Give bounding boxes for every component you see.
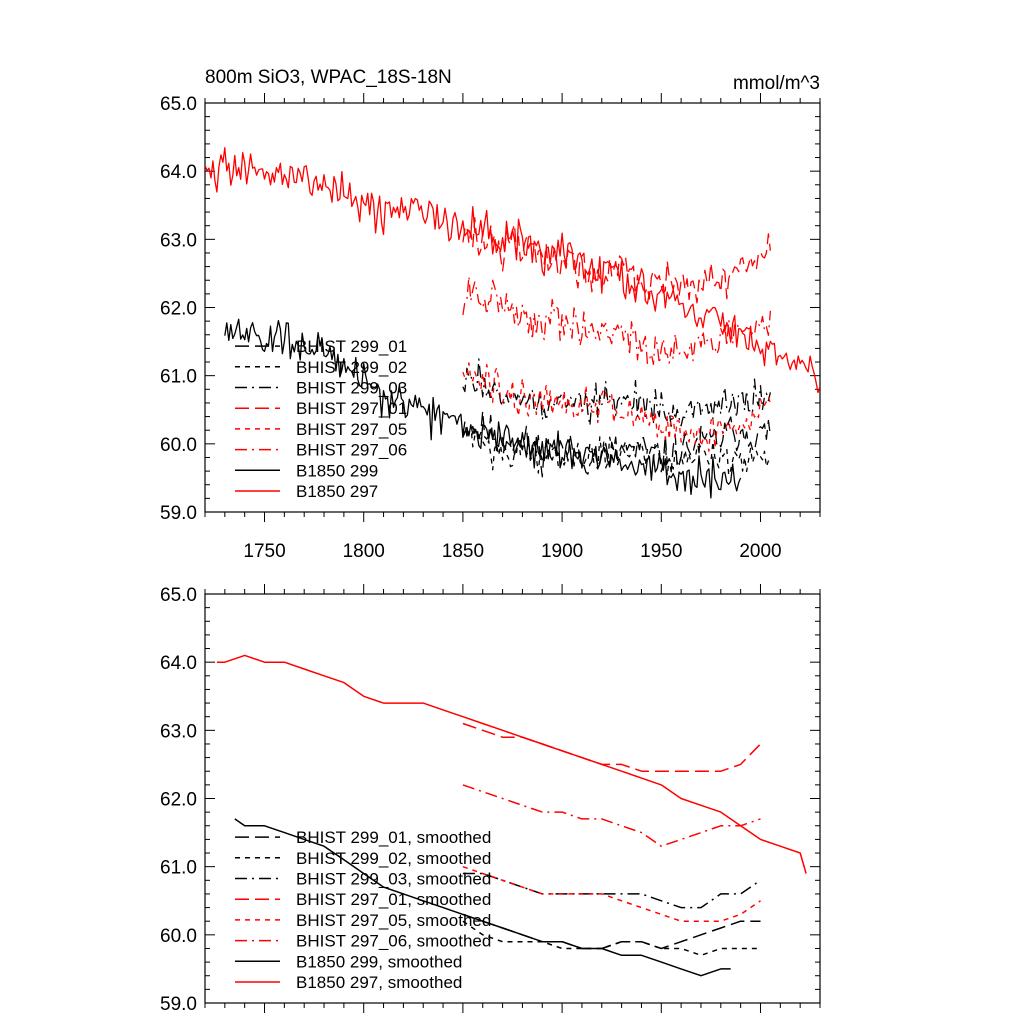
- chart-units: mmol/m^3: [733, 73, 820, 94]
- series-group: [205, 147, 820, 499]
- series-line-b1850-297-smoothed: [216, 654, 807, 874]
- top-panel: 59.0 60.0 61.0 62.0 63.0 64.0 65.0 1750 1800 1850…: [160, 67, 821, 562]
- legend-label: B1850 297: [296, 482, 378, 501]
- legend-label: BHIST 297_05: [296, 420, 407, 439]
- y-tick-label: 62.0: [160, 790, 197, 811]
- y-tick-label: 65.0: [160, 585, 197, 606]
- y-tick-label: 61.0: [160, 858, 197, 879]
- series-line-bhist-297-06: [462, 275, 772, 365]
- series-line-bhist-297-01: [462, 217, 772, 304]
- x-tick-label: 2000: [739, 541, 781, 562]
- series-group: [216, 654, 807, 977]
- legend-label: B1850 297, smoothed: [296, 973, 462, 992]
- legend-label: BHIST 299_01: [296, 337, 407, 356]
- bottom-panel: 59.0 60.0 61.0 62.0 63.0 64.0 65.0 BHIST 299_01…: [160, 584, 821, 1015]
- y-tick-label: 64.0: [160, 653, 197, 674]
- series-line-bhist-299-03: [462, 358, 772, 427]
- y-tick-label: 63.0: [160, 230, 197, 251]
- legend-label: BHIST 299_01, smoothed: [296, 828, 491, 847]
- series-line-bhist-297-01-smoothed: [462, 722, 762, 772]
- legend-label: BHIST 297_01, smoothed: [296, 890, 491, 909]
- x-tick-label: 1850: [442, 541, 484, 562]
- legend-label: BHIST 299_03, smoothed: [296, 870, 491, 889]
- y-tick-label: 60.0: [160, 435, 197, 456]
- x-tick-label: 1800: [343, 541, 385, 562]
- legend-label: BHIST 297_06, smoothed: [296, 932, 491, 951]
- y-tick-label: 61.0: [160, 367, 197, 388]
- legend-label: BHIST 299_03: [296, 379, 407, 398]
- series-line-bhist-297-06-smoothed: [462, 784, 761, 847]
- legend-label: B1850 299, smoothed: [296, 952, 462, 971]
- y-tick-label: 63.0: [160, 721, 197, 742]
- series-line-bhist-297-05: [462, 362, 772, 452]
- legend-label: BHIST 297_06: [296, 441, 407, 460]
- legend: BHIST 299_01, smoothed BHIST 299_02, smoo…: [235, 828, 491, 992]
- legend-label: BHIST 299_02: [296, 358, 407, 377]
- series-line-bhist-299-01: [462, 410, 772, 478]
- y-tick-label: 65.0: [160, 94, 197, 115]
- legend-label: BHIST 299_02, smoothed: [296, 849, 491, 868]
- series-line-bhist-299-01-smoothed: [462, 913, 761, 950]
- series-line-b1850-299: [224, 318, 742, 499]
- legend-label: BHIST 297_01: [296, 399, 407, 418]
- series-line-bhist-299-03-smoothed: [462, 872, 761, 909]
- y-tick-label: 59.0: [160, 994, 197, 1015]
- series-line-bhist-297-05-smoothed: [462, 865, 761, 922]
- x-tick-label: 1950: [640, 541, 682, 562]
- series-line-bhist-299-02-smoothed: [462, 920, 761, 957]
- x-tick-label: 1750: [243, 541, 285, 562]
- y-tick-label: 64.0: [160, 162, 197, 183]
- series-line-b1850-297: [205, 147, 820, 394]
- legend-label: BHIST 297_05, smoothed: [296, 911, 491, 930]
- legend-label: B1850 299: [296, 461, 378, 480]
- series-line-b1850-299-smoothed: [234, 818, 731, 977]
- y-tick-label: 59.0: [160, 503, 197, 524]
- y-tick-label: 62.0: [160, 299, 197, 320]
- y-tick-label: 60.0: [160, 926, 197, 947]
- chart-title: 800m SiO3, WPAC_18S-18N: [205, 67, 452, 88]
- x-tick-label: 1900: [541, 541, 583, 562]
